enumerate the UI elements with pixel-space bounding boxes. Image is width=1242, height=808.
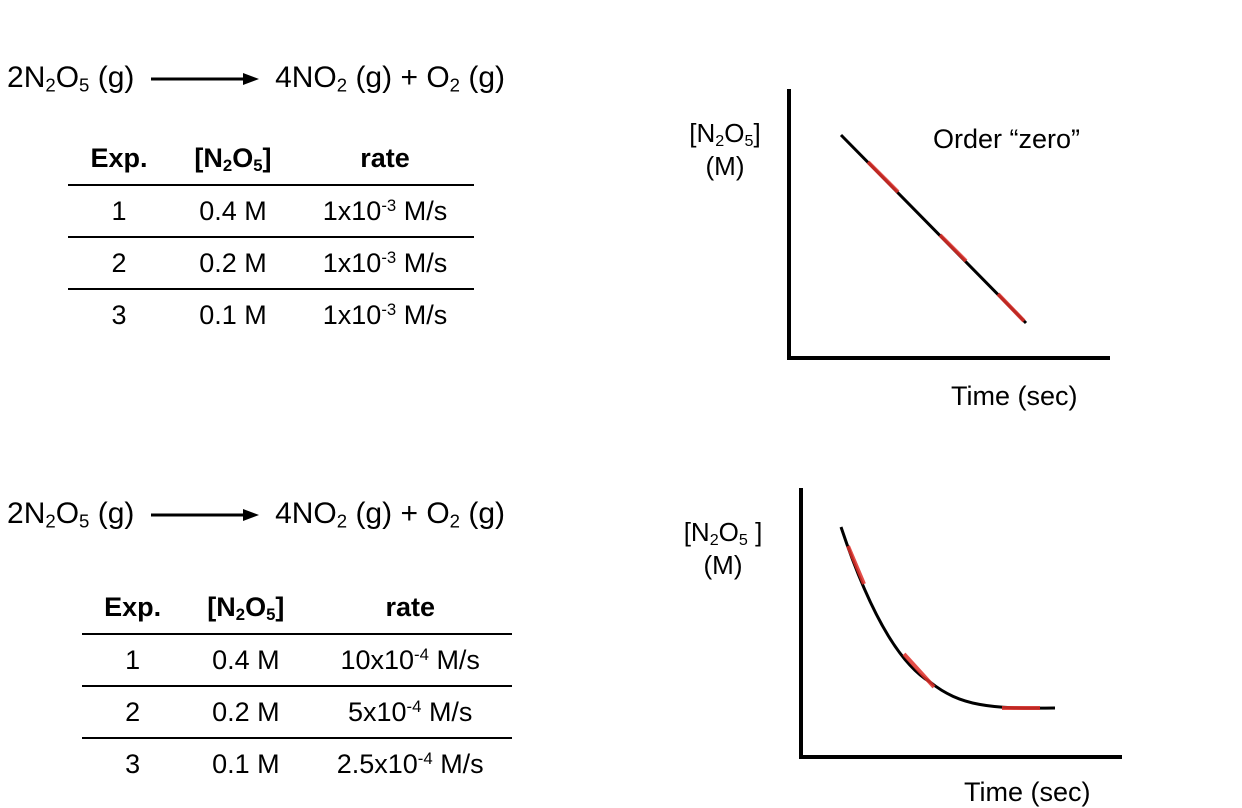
cell-conc: 0.4 M [169,185,296,238]
graph-1-tangent-mark [866,160,900,194]
cell-exp: 1 [68,185,170,238]
cell-rate: 1x10-3 M/s [295,185,474,238]
graph-2-plot [799,488,1122,759]
graph-1-axes [787,89,1110,360]
header-exp: Exp. [82,589,184,635]
table-row: 2 0.2 M 5x10-4 M/s [82,686,512,739]
cell-rate: 10x10-4 M/s [308,634,512,687]
reaction-arrow-icon [150,73,259,86]
table-header-row: Exp. [N2O5] rate [82,589,512,635]
cell-rate: 1x10-3 M/s [322,299,448,330]
table-row: 1 0.4 M 10x10-4 M/s [82,634,512,687]
cell-exp: 3 [111,299,127,330]
reaction-arrow-icon [150,509,259,522]
cell-conc: 0.2 M [183,686,309,739]
cell-rate: 2.5x10-4 M/s [336,748,484,779]
table-row: 2 0.2 M 1x10-3 M/s [68,237,474,290]
rate-table-2: Exp. [N2O5] rate 1 0.4 M 10x10-4 M/s 2 0… [82,589,512,789]
header-concentration: [N2O5] [169,140,296,186]
reaction-equation-1: 2N2O5 (g) 4NO2 (g) + O2 (g) [7,61,505,96]
graph-1-annotation: Order “zero” [933,124,1081,154]
header-rate: rate [295,140,474,186]
cell-conc: 0.1 M [199,299,267,330]
header-concentration: [N2O5] [183,589,309,635]
graph-1-tangent-mark [938,233,968,263]
cell-exp: 3 [125,748,141,779]
graph-1-y-label: [N2O5] (M) [689,118,761,181]
graph-2-y-label: [N2O5 ] (M) [683,517,763,580]
cell-conc: 0.4 M [183,634,309,687]
cell-conc: 0.2 M [169,237,296,290]
header-exp: Exp. [68,140,170,186]
graph-1-x-label: Time (sec) [951,381,1078,411]
cell-rate: 5x10-4 M/s [308,686,512,739]
reaction-equation-2: 2N2O5 (g) 4NO2 (g) + O2 (g) [7,497,505,532]
cell-exp: 2 [82,686,184,739]
header-rate: rate [308,589,512,635]
graph-1-plot [787,89,1110,360]
graph-2-tangent-mark [846,545,866,585]
graph-2-x-label: Time (sec) [964,777,1091,807]
cell-exp: 2 [68,237,170,290]
table-header-row: Exp. [N2O5] rate [68,140,474,186]
rate-table-1: Exp. [N2O5] rate 1 0.4 M 1x10-3 M/s 2 0.… [68,140,474,340]
graph-2-tangent-mark [902,652,936,689]
table-row: 3 0.1 M 2.5x10-4 M/s [82,738,512,789]
graph-1-tangent-mark [996,292,1026,323]
cell-exp: 1 [82,634,184,687]
table-row: 3 0.1 M 1x10-3 M/s [68,289,474,340]
graph-2-decay-curve [839,526,1056,710]
table-row: 1 0.4 M 1x10-3 M/s [68,185,474,238]
cell-conc: 0.1 M [212,748,280,779]
cell-rate: 1x10-3 M/s [295,237,474,290]
graph-2-axes [799,488,1122,759]
